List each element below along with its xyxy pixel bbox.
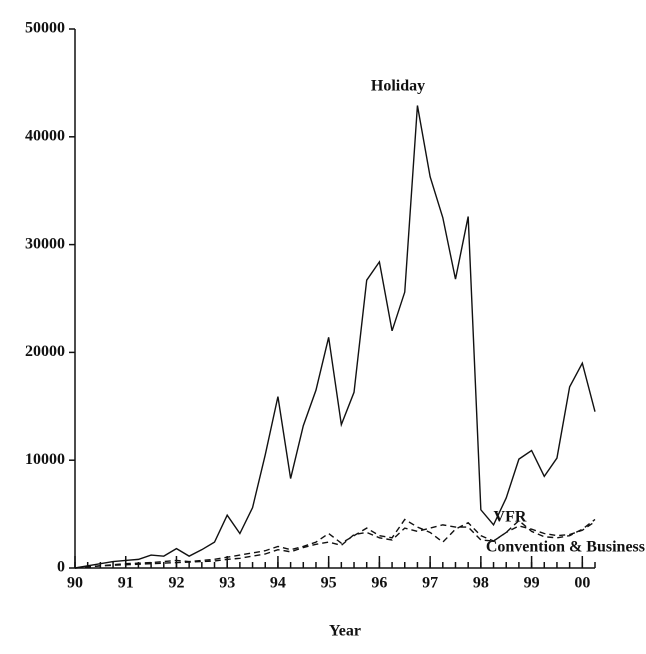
series-label: Holiday xyxy=(371,78,425,95)
y-tick-label: 40000 xyxy=(25,127,65,144)
x-tick-label: 98 xyxy=(473,575,489,592)
series-label: Convention & Business xyxy=(486,539,645,556)
x-tick-label: 94 xyxy=(270,575,286,592)
y-tick-label: 10000 xyxy=(25,451,65,468)
x-tick-label: 90 xyxy=(67,575,83,592)
x-tick-label: 96 xyxy=(371,575,387,592)
x-tick-label: 92 xyxy=(168,575,184,592)
x-tick-label: 99 xyxy=(524,575,540,592)
series-line xyxy=(74,105,596,569)
x-tick-label: 95 xyxy=(321,575,337,592)
y-tick-label: 30000 xyxy=(25,235,65,252)
y-tick-label: 50000 xyxy=(25,20,65,37)
x-tick-label: 91 xyxy=(118,575,134,592)
series-line xyxy=(74,521,596,569)
x-tick-label: 93 xyxy=(219,575,235,592)
y-tick-label: 0 xyxy=(57,559,65,576)
x-axis-label: Year xyxy=(329,623,361,640)
x-tick-label: 97 xyxy=(422,575,438,592)
x-tick-label: 00 xyxy=(574,575,590,592)
series-line xyxy=(74,518,596,569)
series-label: VFR xyxy=(494,509,527,526)
y-tick-label: 20000 xyxy=(25,343,65,360)
